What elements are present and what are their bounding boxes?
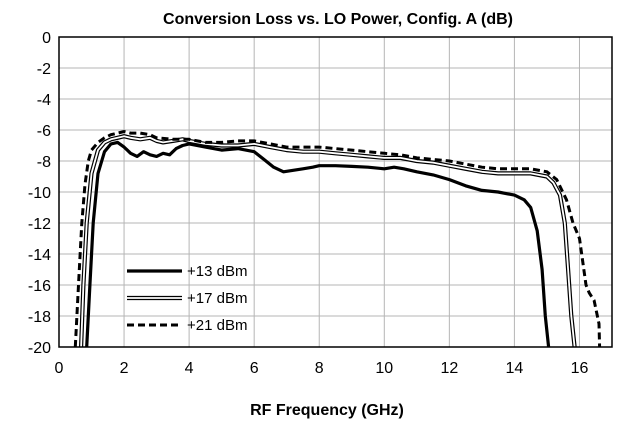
y-tick-label: -12: [28, 216, 51, 233]
plot-area-border: [58, 36, 613, 348]
y-tick-label: -20: [28, 340, 51, 357]
y-tick-labels: 0 -2 -4 -6 -8 -10 -12 -14 -16 -18 -20: [28, 30, 51, 357]
series-lines: [73, 130, 602, 347]
y-tick-label: -2: [37, 61, 51, 78]
x-tick-label: 8: [315, 360, 324, 377]
x-tick-label: 2: [120, 360, 129, 377]
legend: +13 dBm +17 dBm +21 dBm: [127, 263, 247, 334]
x-tick-label: 12: [440, 360, 458, 377]
x-tick-label: 6: [250, 360, 259, 377]
x-tick-label: 0: [55, 360, 64, 377]
legend-entry: +21 dBm: [187, 317, 247, 334]
y-tick-label: -6: [37, 123, 51, 140]
y-tick-label: -16: [28, 278, 51, 295]
x-tick-label: 14: [506, 360, 524, 377]
y-tick-label: -18: [28, 309, 51, 326]
series-line: [85, 140, 551, 347]
y-tick-label: 0: [42, 30, 51, 47]
y-tick-label: -4: [37, 92, 51, 109]
x-tick-label: 10: [375, 360, 393, 377]
y-tick-label: -10: [28, 185, 51, 202]
legend-entry: +17 dBm: [187, 290, 247, 307]
gridlines: [58, 36, 612, 348]
x-tick-label: 4: [185, 360, 194, 377]
series-line: [73, 130, 602, 347]
chart-title: Conversion Loss vs. LO Power, Config. A …: [163, 11, 513, 28]
series-line: [79, 134, 577, 347]
x-tick-label: 16: [571, 360, 589, 377]
x-tick-labels: 0 2 4 6 8 10 12 14 16: [55, 360, 589, 377]
x-axis-label: RF Frequency (GHz): [250, 402, 404, 419]
legend-entry: +13 dBm: [187, 263, 247, 280]
y-tick-label: -8: [37, 154, 51, 171]
y-tick-label: -14: [28, 247, 51, 264]
